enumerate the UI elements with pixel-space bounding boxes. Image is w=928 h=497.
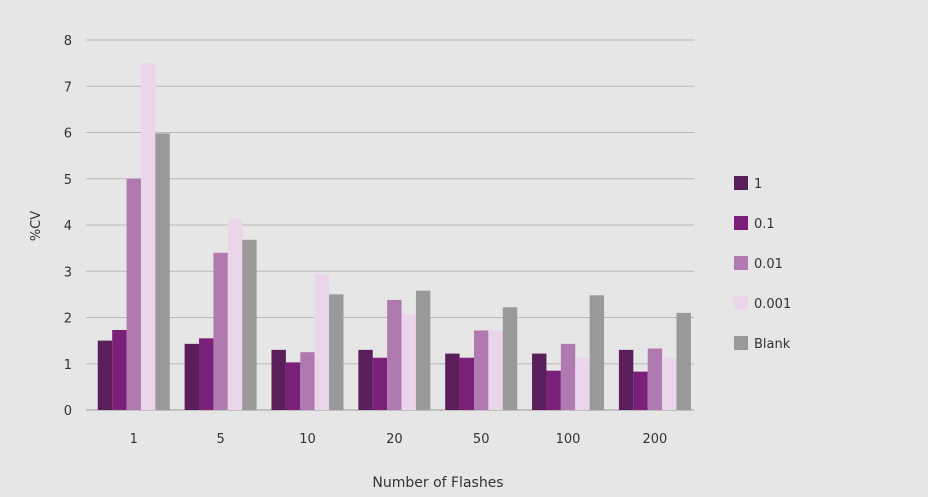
bar-Blank-200 [676, 312, 691, 410]
legend: 1 0.1 0.01 0.001 Blank [734, 176, 791, 352]
bar-0_001-200 [662, 357, 677, 410]
legend-label: 0.01 [754, 257, 783, 272]
x-tick-label: 50 [473, 432, 490, 447]
legend-swatch [734, 296, 748, 310]
bar-1-100 [532, 353, 547, 410]
y-tick-label: 8 [64, 34, 72, 49]
bar-0_001-20 [401, 314, 416, 410]
x-tick-label: 200 [643, 432, 668, 447]
bar-0_01-100 [560, 343, 576, 410]
legend-item: 0.001 [734, 296, 791, 312]
bar-1-1 [97, 340, 113, 410]
bar-1-50 [445, 353, 460, 410]
y-tick-label: 5 [64, 173, 72, 188]
bar-Blank-1 [155, 133, 170, 411]
bar-0_001-10 [314, 274, 330, 410]
bar-1-20 [358, 349, 373, 410]
legend-label: 1 [754, 177, 762, 192]
bar-0_1-50 [459, 357, 474, 410]
x-tick-label: 5 [216, 432, 224, 447]
x-tick-labels: 1 5 10 20 50 100 200 [130, 432, 668, 447]
y-tick-label: 6 [64, 127, 72, 142]
legend-swatch [734, 176, 748, 190]
bar-0_1-10 [285, 362, 301, 410]
y-tick-labels: 0 1 2 3 4 5 6 7 8 [64, 34, 72, 419]
legend-item: 0.1 [734, 216, 775, 232]
y-tick-label: 4 [64, 219, 72, 234]
y-axis-label: %CV [29, 211, 44, 241]
bar-0_01-10 [300, 352, 315, 410]
legend-swatch [734, 216, 748, 230]
bar-0_01-20 [387, 299, 402, 410]
bar-0_01-50 [474, 330, 489, 410]
bar-1-5 [184, 343, 200, 410]
bar-Blank-10 [329, 294, 344, 410]
bar-0_1-100 [546, 370, 561, 410]
bar-0_01-1 [126, 178, 141, 410]
bar-0_1-1 [112, 329, 127, 410]
bar-Blank-5 [242, 239, 257, 410]
x-tick-label: 100 [556, 432, 581, 447]
legend-item: 1 [734, 176, 762, 192]
x-tick-label: 20 [386, 432, 403, 447]
x-axis-label: Number of Flashes [372, 475, 503, 491]
bar-0_01-5 [213, 252, 228, 410]
bar-1-200 [618, 349, 634, 410]
legend-swatch [734, 336, 748, 350]
bar-0_1-5 [199, 338, 214, 410]
legend-label: Blank [754, 337, 791, 352]
legend-label: 0.001 [754, 297, 791, 312]
bar-0_001-50 [488, 330, 503, 410]
y-tick-label: 2 [64, 312, 72, 327]
legend-item: Blank [734, 336, 791, 352]
y-tick-label: 1 [64, 358, 72, 373]
x-tick-label: 10 [299, 432, 316, 447]
legend-label: 0.1 [754, 217, 775, 232]
bars [97, 63, 691, 411]
bar-0_001-1 [140, 63, 156, 410]
bar-0_001-5 [227, 218, 243, 410]
bar-1-10 [271, 349, 286, 410]
bar-Blank-100 [589, 295, 605, 410]
y-tick-label: 0 [64, 404, 72, 419]
bar-0_1-200 [633, 371, 648, 410]
legend-item: 0.01 [734, 256, 783, 272]
x-tick-label: 1 [130, 432, 138, 447]
legend-swatch [734, 256, 748, 270]
y-tick-label: 3 [64, 265, 72, 280]
bar-0_1-20 [372, 357, 388, 410]
bar-0_001-100 [575, 357, 590, 410]
y-tick-label: 7 [64, 80, 72, 95]
bar-0_01-200 [647, 348, 663, 410]
bar-Blank-50 [502, 307, 518, 410]
bar-Blank-20 [415, 290, 431, 410]
